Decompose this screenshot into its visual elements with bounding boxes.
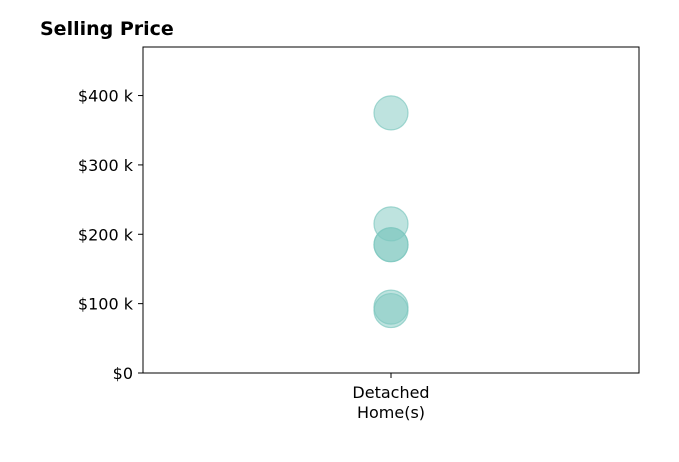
y-tick-label: $300 k — [78, 156, 134, 175]
data-point — [373, 292, 409, 329]
data-point — [373, 95, 409, 131]
y-tick-label: $0 — [113, 364, 133, 383]
x-axis: Detached Home(s) — [352, 373, 430, 422]
data-points — [373, 95, 409, 329]
y-tick-label: $400 k — [78, 87, 134, 106]
data-point — [373, 227, 409, 263]
y-axis: $0 $100 k $200 k $300 k $400 k — [78, 87, 143, 383]
x-tick-label: Detached Home(s) — [352, 383, 429, 422]
y-tick-label: $200 k — [78, 225, 134, 244]
y-tick-label: $100 k — [78, 295, 134, 314]
chart-title: Selling Price — [40, 18, 174, 40]
plot-area-frame — [142, 46, 640, 374]
